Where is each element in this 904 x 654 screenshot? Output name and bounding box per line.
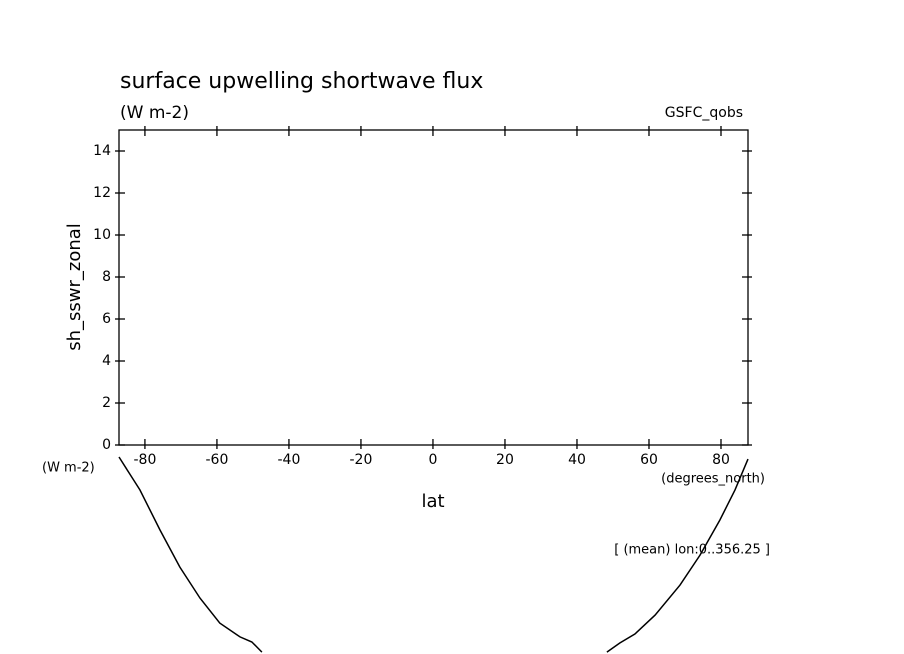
data-line <box>118 456 749 653</box>
x-tick-label: -20 <box>350 452 373 468</box>
y-tick-label: 8 <box>102 269 111 285</box>
source-label: GSFC_qobs <box>665 105 743 121</box>
x-tick-label: -40 <box>278 452 301 468</box>
y-tick-label: 10 <box>93 227 111 243</box>
y-tick-label: 6 <box>102 311 111 327</box>
x-tick-label: 80 <box>712 452 730 468</box>
annotation: [ (mean) lon:0..356.25 ] <box>614 543 770 558</box>
x-tick-label: 20 <box>496 452 514 468</box>
x-units: (degrees_north) <box>661 472 765 487</box>
y-tick-label: 12 <box>93 185 111 201</box>
plot-frame <box>118 129 749 446</box>
y-units: (W m-2) <box>42 461 95 476</box>
x-tick-label: -60 <box>205 452 228 468</box>
y-tick-label: 2 <box>102 395 111 411</box>
y-tick-label: 14 <box>93 143 111 159</box>
x-tick-label: 0 <box>428 452 437 468</box>
x-tick-label: 60 <box>640 452 658 468</box>
x-axis-label: lat <box>421 491 444 512</box>
x-tick-label: 40 <box>568 452 586 468</box>
y-tick-label: 4 <box>102 353 111 369</box>
y-tick-label: 0 <box>102 437 111 453</box>
x-tick-label: -80 <box>133 452 156 468</box>
y-axis-label: sh_sswr_zonal <box>64 223 85 351</box>
chart-title: surface upwelling shortwave flux <box>120 69 483 94</box>
chart-subtitle: (W m-2) <box>120 103 189 123</box>
